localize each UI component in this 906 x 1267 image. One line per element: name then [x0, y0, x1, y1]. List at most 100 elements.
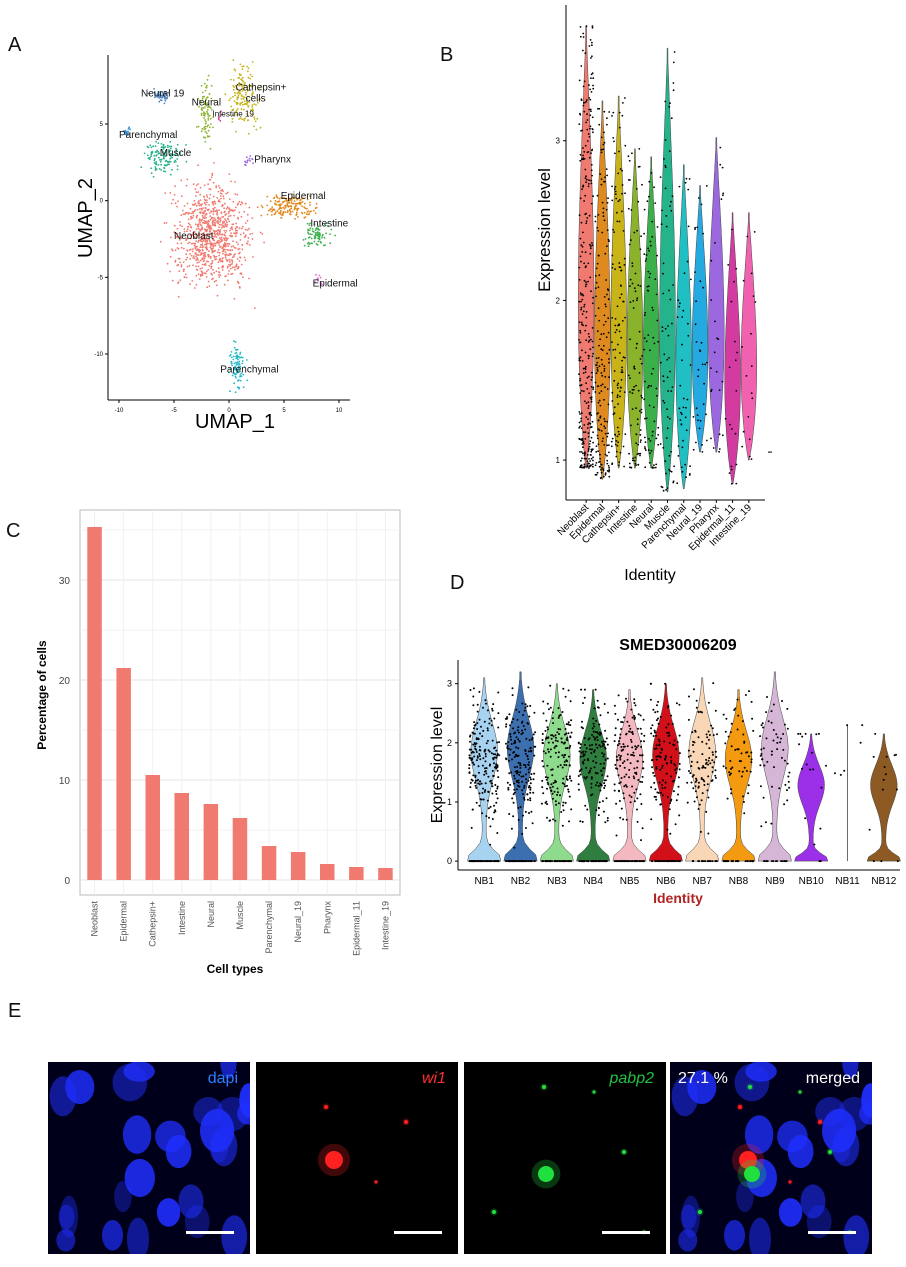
violin-b-point — [730, 300, 733, 303]
umap-point — [214, 202, 217, 205]
violin-d-point — [743, 812, 746, 815]
violin-d-point — [626, 758, 629, 761]
violin-d-point — [595, 743, 598, 746]
violin-b-point — [650, 449, 653, 452]
umap-cluster-label-line: Cathepsin+ — [236, 82, 287, 93]
violin-d-point — [678, 752, 681, 755]
nucleus — [736, 1181, 754, 1213]
violin-d-point — [653, 774, 656, 777]
violin-b-point — [599, 338, 601, 341]
umap-cluster-label-line: cells — [246, 93, 266, 104]
violin-b-point — [586, 427, 589, 429]
umap-point — [303, 206, 306, 209]
violin-d-point — [579, 746, 582, 749]
violin-b-point — [582, 147, 584, 149]
violin-d-point — [637, 779, 640, 781]
umap-point — [223, 207, 226, 210]
umap-point — [169, 154, 171, 156]
umap-point — [206, 196, 209, 198]
violin-d-point — [819, 827, 822, 830]
violin-b-point — [619, 395, 621, 398]
umap-point — [218, 240, 221, 243]
violin-b-point — [650, 372, 653, 375]
umap-point — [203, 220, 206, 222]
violin-b-point — [580, 417, 582, 420]
umap-point — [297, 216, 299, 218]
violin-b-point — [653, 342, 656, 345]
violin-b-point — [599, 457, 601, 460]
umap-point — [282, 201, 284, 204]
umap-point — [225, 207, 228, 210]
violin-d-x-axis-label: Identity — [653, 890, 703, 906]
umap-point — [233, 232, 235, 235]
violin-d-point — [872, 860, 875, 863]
violin-b-point — [590, 448, 593, 451]
umap-point — [239, 379, 242, 382]
violin-b-point — [638, 410, 641, 412]
violin-d-point — [776, 860, 778, 863]
umap-point — [220, 197, 222, 200]
violin-d-point — [895, 753, 897, 756]
violin-d-point — [657, 738, 660, 741]
umap-point — [234, 91, 236, 94]
violin-d-point — [599, 762, 602, 765]
violin-d-point — [602, 740, 605, 743]
umap-point — [224, 244, 227, 247]
violin-b-point — [617, 403, 619, 405]
violin-d-point — [485, 860, 488, 863]
violin-b-point — [657, 434, 660, 436]
violin-d-point — [672, 743, 675, 746]
violin-b-point — [684, 463, 687, 466]
umap-point — [209, 246, 212, 249]
umap-point — [220, 245, 222, 248]
umap-point — [236, 92, 239, 95]
umap-point — [150, 167, 152, 170]
violin-d-point — [474, 780, 477, 782]
umap-point — [240, 227, 243, 230]
violin-b-point — [582, 442, 585, 445]
violin-d-point — [714, 776, 717, 779]
violin-d-point — [547, 748, 549, 751]
umap-point — [289, 213, 292, 216]
violin-b-point — [710, 437, 712, 440]
umap-point — [218, 218, 220, 221]
umap-point — [196, 225, 199, 227]
violin-b-point — [590, 290, 592, 293]
violin-d-point — [533, 711, 536, 714]
violin-b-point — [582, 372, 585, 374]
violin-b-point — [598, 107, 601, 110]
umap-point — [174, 249, 177, 252]
umap-point — [251, 106, 254, 108]
umap-point — [209, 218, 212, 221]
umap-x-tick-label: -5 — [171, 408, 177, 414]
umap-point — [217, 190, 220, 193]
umap-point — [241, 87, 244, 90]
violin-b-point — [636, 418, 639, 421]
violin-b-point — [601, 231, 604, 234]
violin-d-point — [511, 694, 514, 697]
umap-point — [239, 353, 242, 355]
violin-b-point — [730, 482, 733, 485]
bar — [290, 852, 306, 880]
umap-point — [208, 212, 211, 214]
violin-d-point — [478, 718, 481, 721]
violin-d-point — [620, 728, 623, 730]
violin-b-point — [685, 429, 688, 432]
umap-point — [225, 275, 228, 277]
violin-d-point — [625, 773, 628, 776]
umap-point — [199, 199, 202, 202]
violin-d-point — [714, 750, 717, 753]
violin-b-point — [735, 390, 738, 392]
umap-point — [249, 160, 252, 162]
violin-d-point — [491, 782, 493, 785]
umap-point — [216, 229, 219, 232]
violin-b-point — [689, 465, 691, 468]
violin-b-point — [647, 449, 650, 452]
violin-d-point — [664, 758, 667, 761]
umap-point — [194, 209, 197, 211]
umap-point — [187, 212, 190, 214]
umap-point — [227, 245, 230, 248]
umap-point — [217, 248, 220, 251]
umap-point — [247, 119, 249, 122]
umap-point — [200, 236, 203, 239]
